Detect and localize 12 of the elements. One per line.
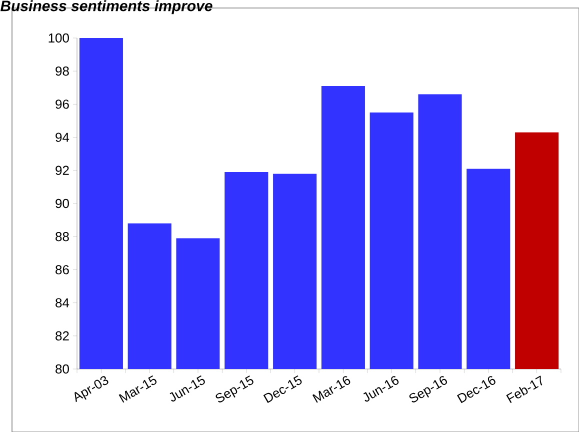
y-tick-label: 90 [56,198,69,208]
y-tick-label: 94 [56,132,70,142]
y-tick-label: 80 [56,364,69,374]
y-tick-label: 88 [56,232,69,242]
y-tick-label: 96 [56,100,69,109]
chart-title: Business sentiments improve [0,0,212,14]
y-tick-label: 84 [56,298,70,308]
y-tick-label: 82 [56,331,69,340]
y-tick-label: 98 [56,66,69,76]
y-tick-label: 92 [56,166,69,175]
y-tick-label: 100 [48,33,69,43]
y-tick-label: 86 [56,265,69,274]
